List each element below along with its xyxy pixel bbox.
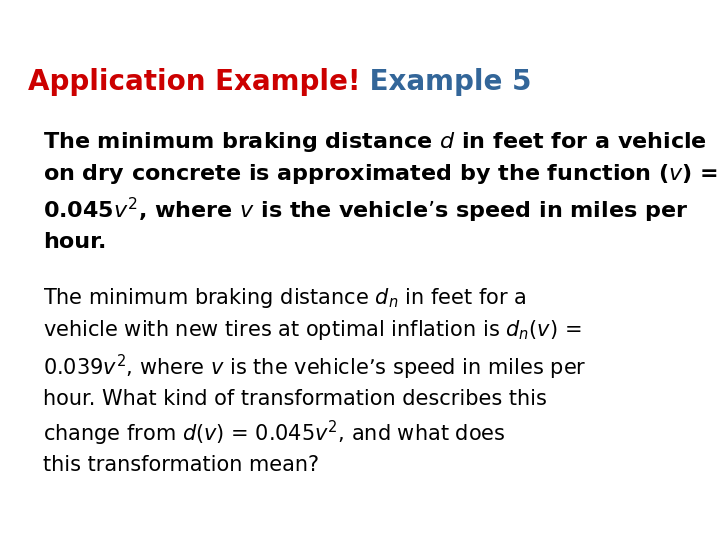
Text: Example 5: Example 5 (360, 68, 531, 96)
Text: Application Example!: Application Example! (27, 68, 360, 96)
Text: The minimum braking distance $\mathit{d}$ in feet for a vehicle
on dry concrete : The minimum braking distance $\mathit{d}… (43, 130, 719, 252)
Text: The minimum braking distance $\mathit{d_n}$ in feet for a
vehicle with new tires: The minimum braking distance $\mathit{d_… (43, 286, 587, 475)
